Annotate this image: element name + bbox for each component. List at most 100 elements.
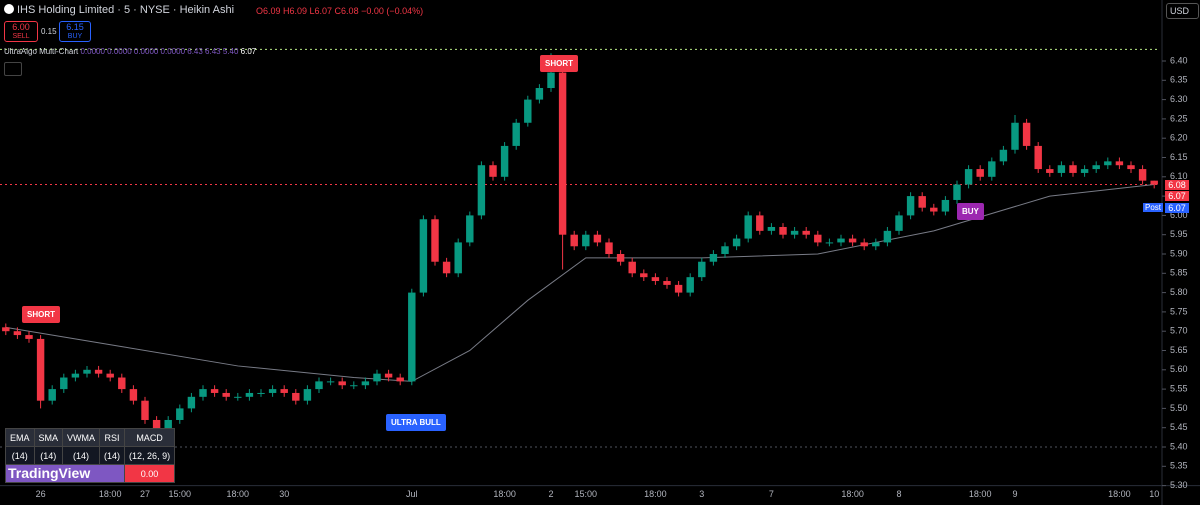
candle-body xyxy=(419,219,428,293)
x-tick-label: 15:00 xyxy=(575,489,598,499)
y-tick-label: 5.55 xyxy=(1170,383,1188,393)
candle-body xyxy=(48,389,56,401)
indicator-values: 0.0000 0.0000 0.0000 0.0000 6.43 6.43 5.… xyxy=(80,47,239,56)
candle-body xyxy=(1011,122,1019,150)
x-tick-label: 18:00 xyxy=(969,489,992,499)
y-tick-label: 5.75 xyxy=(1170,306,1188,316)
candle-body xyxy=(36,338,45,401)
x-tick-label: 9 xyxy=(1012,489,1017,499)
candle-body xyxy=(210,389,219,393)
candle-body xyxy=(466,215,474,243)
y-tick-label: 5.70 xyxy=(1170,326,1188,336)
y-tick-label: 5.35 xyxy=(1170,461,1188,471)
candle-body xyxy=(640,273,648,278)
sell-label: SELL xyxy=(12,33,30,40)
candle-body xyxy=(1046,169,1054,173)
candle-body xyxy=(686,277,694,293)
candle-body xyxy=(1022,122,1031,146)
candle-body xyxy=(257,392,265,394)
candle-body xyxy=(60,377,68,390)
candle-body xyxy=(524,99,532,123)
x-tick-label: 10 xyxy=(1149,489,1159,499)
candle-body xyxy=(176,408,184,420)
signal-short: SHORT xyxy=(540,55,578,72)
candle-body xyxy=(454,242,462,274)
candle-body xyxy=(141,400,149,420)
sell-price: 6.00 xyxy=(12,22,30,32)
candle-body xyxy=(164,419,172,436)
title-text: IHS Holding Limited · 5 · NYSE · Heikin … xyxy=(17,4,235,16)
candle-body xyxy=(71,373,80,378)
candle-body xyxy=(593,234,602,243)
y-tick-label: 6.40 xyxy=(1170,55,1188,65)
candle-body xyxy=(663,281,671,285)
candle-body xyxy=(129,389,138,401)
candle-body xyxy=(906,196,915,216)
collapse-button[interactable] xyxy=(4,62,22,76)
candle-body xyxy=(941,199,950,212)
candle-body xyxy=(361,381,370,386)
currency-select[interactable]: USD xyxy=(1166,3,1199,19)
candle-body xyxy=(825,242,834,244)
candle-body xyxy=(373,373,381,382)
table-param: (14) xyxy=(5,446,35,465)
candle-body xyxy=(895,215,903,231)
candle-body xyxy=(709,254,718,262)
candle-body xyxy=(199,389,207,397)
candle-body xyxy=(2,327,10,332)
candle-body xyxy=(779,226,787,235)
candle-body xyxy=(582,234,590,247)
sell-button[interactable]: 6.00 SELL xyxy=(4,21,38,42)
y-tick-label: 5.50 xyxy=(1170,403,1188,413)
y-tick-label: 5.65 xyxy=(1170,345,1188,355)
y-tick-label: 6.15 xyxy=(1170,152,1188,162)
candle-body xyxy=(848,238,857,243)
moving-average xyxy=(5,184,1155,382)
logo: TradingView xyxy=(8,465,91,481)
candle-body xyxy=(245,392,254,397)
signal-buy: BUY xyxy=(957,203,984,220)
candle-body xyxy=(431,219,439,262)
x-tick-label: 18:00 xyxy=(1108,489,1131,499)
candle-body xyxy=(118,377,126,390)
indicator-name: UltraAlgo Multi-Chart xyxy=(4,47,79,56)
candle-body xyxy=(222,392,230,397)
candle-body xyxy=(605,242,613,254)
candle-body xyxy=(674,284,683,293)
candle-body xyxy=(732,238,741,247)
y-tick-label: 5.40 xyxy=(1170,441,1188,451)
candle-body xyxy=(1150,180,1158,185)
table-param: (14) xyxy=(33,446,64,465)
x-tick-label: 18:00 xyxy=(841,489,864,499)
table-header: VWMA xyxy=(62,428,101,447)
candle-body xyxy=(1069,165,1077,173)
buy-button[interactable]: 6.15 BUY xyxy=(59,21,91,42)
candle-body xyxy=(1138,169,1147,181)
symbol-title[interactable]: IHS Holding Limited · 5 · NYSE · Heikin … xyxy=(4,4,234,16)
last-price: 6.08 xyxy=(1165,180,1189,190)
table-cell xyxy=(4,464,126,483)
y-tick-label: 5.90 xyxy=(1170,248,1188,258)
x-tick-label: 8 xyxy=(896,489,901,499)
y-tick-label: 6.20 xyxy=(1170,133,1188,143)
candle-body xyxy=(13,331,22,336)
candle-body xyxy=(268,389,277,393)
x-tick-label: 30 xyxy=(279,489,289,499)
x-tick-label: 18:00 xyxy=(99,489,122,499)
candle-body xyxy=(721,246,729,254)
prev-price: 6.07 xyxy=(1165,191,1189,201)
candle-body xyxy=(477,165,486,216)
candle-body xyxy=(883,230,892,243)
y-tick-label: 5.85 xyxy=(1170,268,1188,278)
candle-body xyxy=(350,385,358,387)
indicator-table: EMA SMA VWMA RSI MACD (14) (14) (14) (14) (12, 2… xyxy=(4,428,176,483)
y-tick-label: 5.30 xyxy=(1170,480,1188,490)
candle-body xyxy=(187,396,196,409)
candle-body xyxy=(918,196,926,208)
symbol-icon xyxy=(4,4,14,14)
x-tick-label: 26 xyxy=(36,489,46,499)
candle-body xyxy=(547,72,555,89)
candle-body xyxy=(1127,165,1135,170)
signal-ultra-bull: ULTRA BULL xyxy=(386,414,446,431)
